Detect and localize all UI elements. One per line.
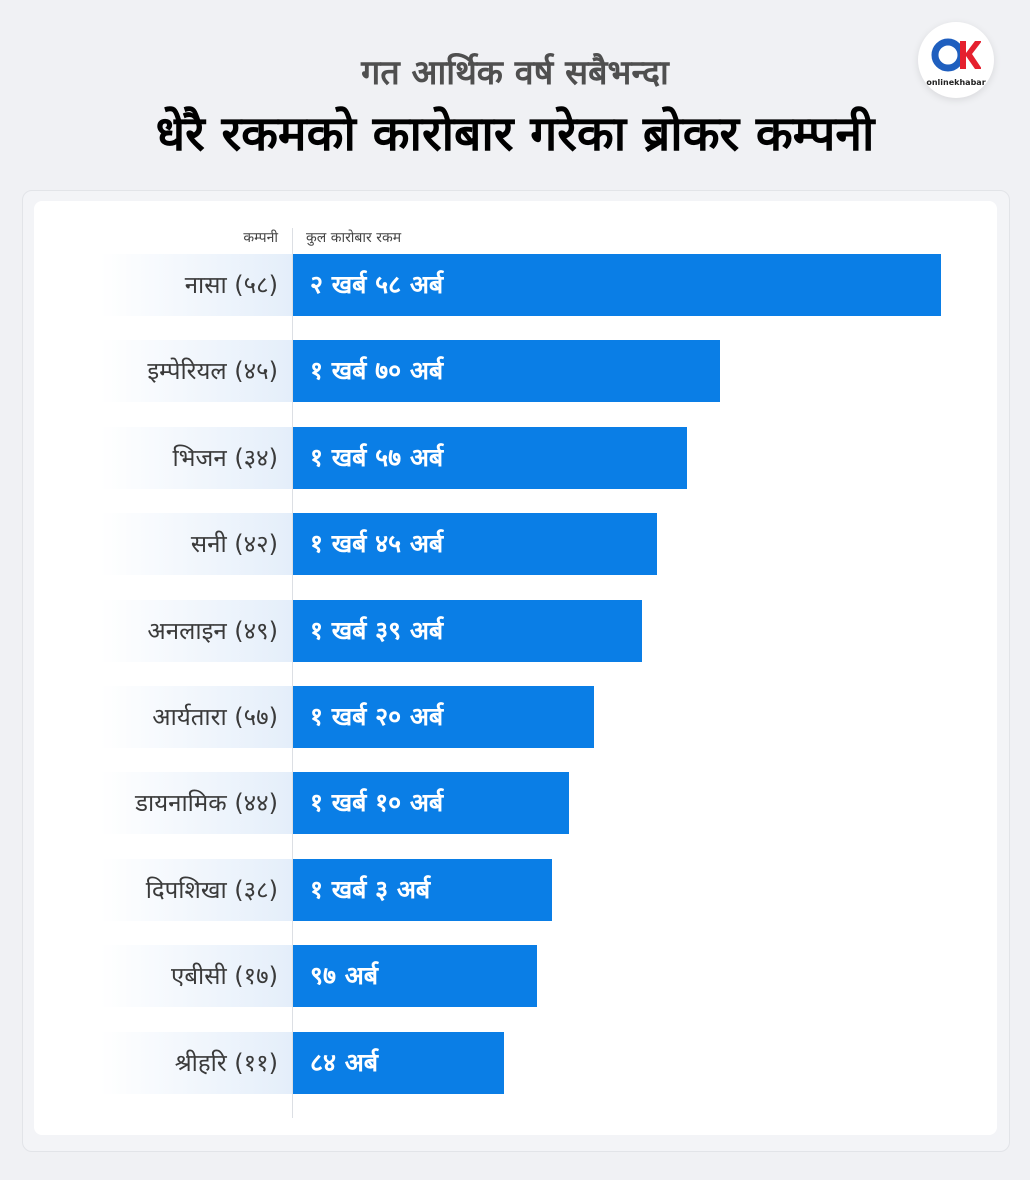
row-label-background: [100, 427, 292, 489]
row-label-background: [100, 686, 292, 748]
bar-value-label: १ खर्ब १० अर्ब: [310, 788, 444, 817]
bar: [293, 1032, 504, 1094]
category-label: श्रीहरि (११): [174, 1049, 278, 1077]
bar-value-label: १ खर्ब ५७ अर्ब: [310, 443, 444, 472]
row-label-background: [100, 513, 292, 575]
row-label-background: [100, 600, 292, 662]
category-label: एबीसी (१७): [171, 962, 278, 990]
category-label: सनी (४२): [190, 530, 278, 558]
bar-value-label: ९७ अर्ब: [310, 961, 379, 990]
logo-wordmark: onlinekhabar: [926, 78, 986, 87]
category-label: डायनामिक (४४): [135, 789, 278, 817]
chart-axis-line: [292, 228, 293, 1118]
bar: [293, 945, 537, 1007]
bar-value-label: १ खर्ब ३९ अर्ब: [310, 616, 444, 645]
category-label: भिजन (३४): [172, 444, 278, 472]
bar: [293, 340, 720, 402]
row-label-background: [100, 772, 292, 834]
ok-logo-icon: [931, 38, 981, 72]
category-label: आर्यतारा (५७): [152, 703, 278, 731]
bar-value-label: १ खर्ब ७० अर्ब: [310, 356, 444, 385]
category-label: इम्पेरियल (४५): [147, 357, 278, 385]
category-label: अनलाइन (४९): [147, 617, 278, 645]
row-label-background: [100, 859, 292, 921]
row-label-background: [100, 254, 292, 316]
bar-value-label: १ खर्ब ४५ अर्ब: [310, 529, 444, 558]
onlinekhabar-logo: onlinekhabar: [918, 22, 994, 98]
chart-subtitle: गत आर्थिक वर्ष सबैभन्दा: [361, 53, 669, 93]
bar: [293, 513, 657, 575]
bar: [293, 859, 552, 921]
company-column-header: कम्पनी: [243, 230, 278, 246]
row-label-background: [100, 1032, 292, 1094]
bar: [293, 600, 642, 662]
bar: [293, 772, 569, 834]
bar-value-label: २ खर्ब ५८ अर्ब: [310, 270, 444, 299]
bar-value-label: ८४ अर्ब: [310, 1048, 379, 1077]
bar: [293, 686, 594, 748]
bar-value-label: १ खर्ब ३ अर्ब: [310, 875, 431, 904]
bar: [293, 427, 687, 489]
bar: [293, 254, 941, 316]
chart-title: धेरै रकमको कारोबार गरेका ब्रोकर कम्पनी: [155, 106, 875, 162]
amount-column-header: कुल कारोबार रकम: [306, 230, 402, 246]
row-label-background: [100, 340, 292, 402]
bar-value-label: १ खर्ब २० अर्ब: [310, 702, 444, 731]
category-label: नासा (५८): [184, 271, 278, 299]
row-label-background: [100, 945, 292, 1007]
category-label: दिपशिखा (३८): [145, 876, 278, 904]
